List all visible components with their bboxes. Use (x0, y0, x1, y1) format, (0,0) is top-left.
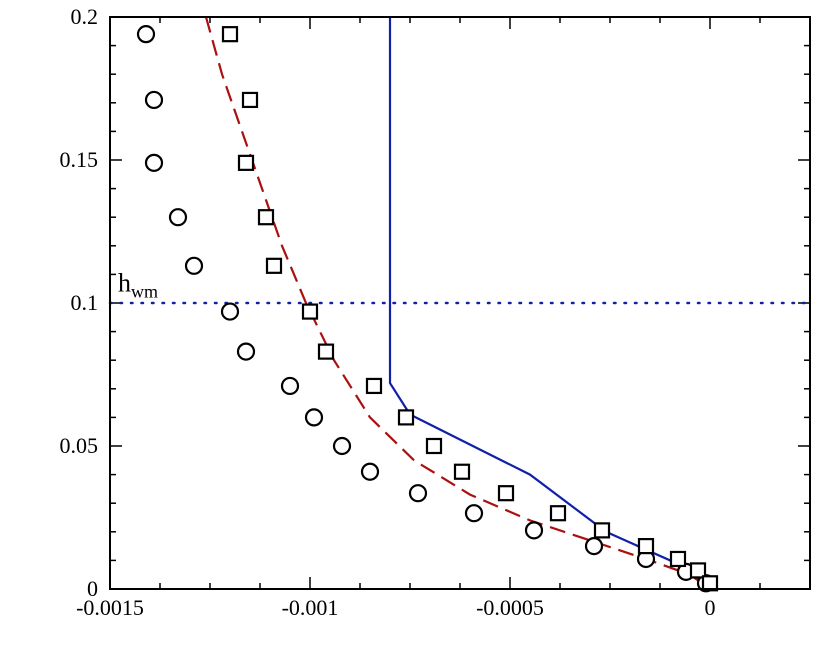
circle-marker (332, 436, 352, 456)
square-marker (497, 485, 515, 502)
solid-line-series (388, 17, 711, 588)
square-marker (549, 505, 567, 522)
circle-marker (144, 153, 164, 172)
square-marker (689, 562, 707, 579)
square-marker (637, 537, 655, 555)
circle-marker (464, 504, 484, 523)
y-tick-label: 0.15 (60, 147, 99, 172)
x-tick-label: -0.0005 (476, 595, 544, 620)
plot-frame (109, 16, 811, 590)
x-tick-label: -0.0015 (76, 595, 144, 620)
square-marker (301, 303, 319, 320)
circle-marker (524, 521, 544, 540)
square-marker (265, 257, 283, 274)
tick-labels: -0.0015 -0.001 -0.0005 0 0 0.05 0.1 0.15 0.2 (60, 4, 716, 620)
y-tick-label: 0.1 (71, 290, 99, 315)
circle-marker (168, 208, 188, 227)
dashed-line-series (204, 16, 711, 590)
circle-marker (408, 484, 428, 503)
x-tick-label: -0.001 (282, 595, 339, 620)
circle-marker (360, 462, 380, 481)
hwm-annotation-subscript: wm (131, 282, 158, 302)
circle-marker (584, 536, 604, 556)
y-tick-label: 0.2 (71, 4, 99, 29)
y-tick-label: 0 (87, 576, 98, 601)
square-marker (669, 550, 687, 568)
circle-marker (236, 342, 256, 361)
square-marker (317, 343, 335, 360)
square-marker (257, 209, 275, 226)
circle-marker (136, 25, 156, 44)
square-marker (397, 409, 415, 426)
square-marker (237, 154, 255, 171)
x-tick-label: 0 (705, 595, 716, 620)
square-marker (221, 26, 239, 43)
square-marker (241, 91, 259, 109)
circle-marker (280, 376, 300, 396)
y-tick-label: 0.05 (60, 433, 99, 458)
hwm-annotation: hwm (118, 269, 158, 302)
circle-marker (220, 302, 240, 321)
series-markers (136, 25, 719, 593)
square-marker (453, 463, 471, 480)
square-marker (365, 377, 383, 395)
circle-marker (144, 90, 164, 110)
square-marker (425, 437, 443, 455)
circle-marker (304, 408, 324, 427)
square-marker (593, 522, 611, 539)
square-marker (701, 575, 719, 592)
circle-marker (184, 256, 204, 275)
hwm-annotation-main: h (118, 269, 131, 298)
